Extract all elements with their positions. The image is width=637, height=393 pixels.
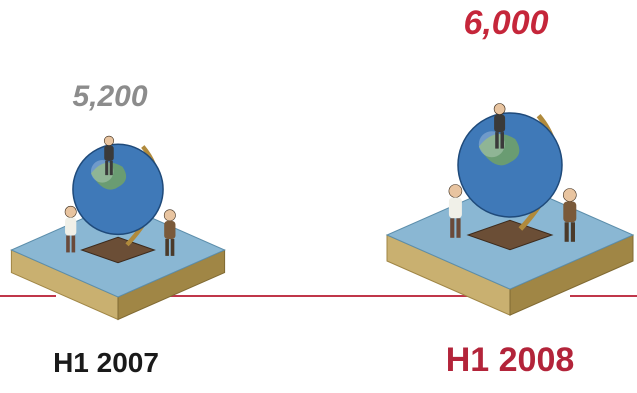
person-left-1: [64, 205, 77, 253]
person-back-2: [493, 103, 506, 149]
person-left-1-leg-left: [66, 235, 70, 253]
value-label-h1-2008: 6,000: [463, 4, 549, 42]
person-left-2-torso: [448, 197, 462, 219]
person-back-1-torso: [104, 145, 114, 161]
person-right-1: [163, 209, 176, 256]
person-right-2-leg-left: [564, 222, 569, 242]
person-right-1-leg-left: [165, 238, 169, 256]
person-back-2-torso: [494, 114, 506, 133]
globe-base-2: [466, 219, 554, 251]
person-back-2-leg-left: [495, 132, 499, 149]
person-right-1-torso: [164, 220, 176, 239]
globe-land-2: [478, 134, 520, 166]
person-back-2-leg-right: [500, 132, 504, 149]
person-right-2-head: [562, 188, 577, 202]
person-back-1-leg-right: [109, 160, 113, 176]
globe-base-1: [80, 236, 156, 264]
person-left-1-head: [64, 205, 77, 218]
globe-bar-2: [385, 103, 635, 316]
person-back-1: [103, 135, 115, 176]
value-label-h1-2007: 5,200: [72, 80, 148, 113]
person-left-2-leg-right: [456, 218, 461, 238]
period-label-h1-2008: H1 2008: [445, 341, 575, 379]
person-left-1-leg-right: [71, 235, 76, 253]
person-right-2: [562, 188, 577, 242]
globe-bar-1: [10, 135, 226, 321]
person-back-1-head: [103, 135, 115, 146]
marks-layer: [10, 103, 635, 321]
person-back-1-leg-left: [105, 160, 109, 176]
person-right-1-head: [163, 209, 176, 222]
person-right-1-leg-right: [170, 238, 175, 256]
person-left-2-leg-left: [450, 218, 455, 238]
person-right-2-torso: [563, 201, 577, 223]
globe-2: [457, 112, 563, 218]
person-left-2-head: [448, 184, 463, 198]
person-left-2: [448, 184, 463, 238]
person-back-2-head: [493, 103, 506, 115]
person-left-1-torso: [65, 217, 77, 236]
globe-land-1: [90, 162, 127, 190]
period-label-h1-2007: H1 2007: [53, 347, 159, 378]
person-right-2-leg-right: [570, 222, 575, 242]
globe-1: [72, 143, 164, 236]
